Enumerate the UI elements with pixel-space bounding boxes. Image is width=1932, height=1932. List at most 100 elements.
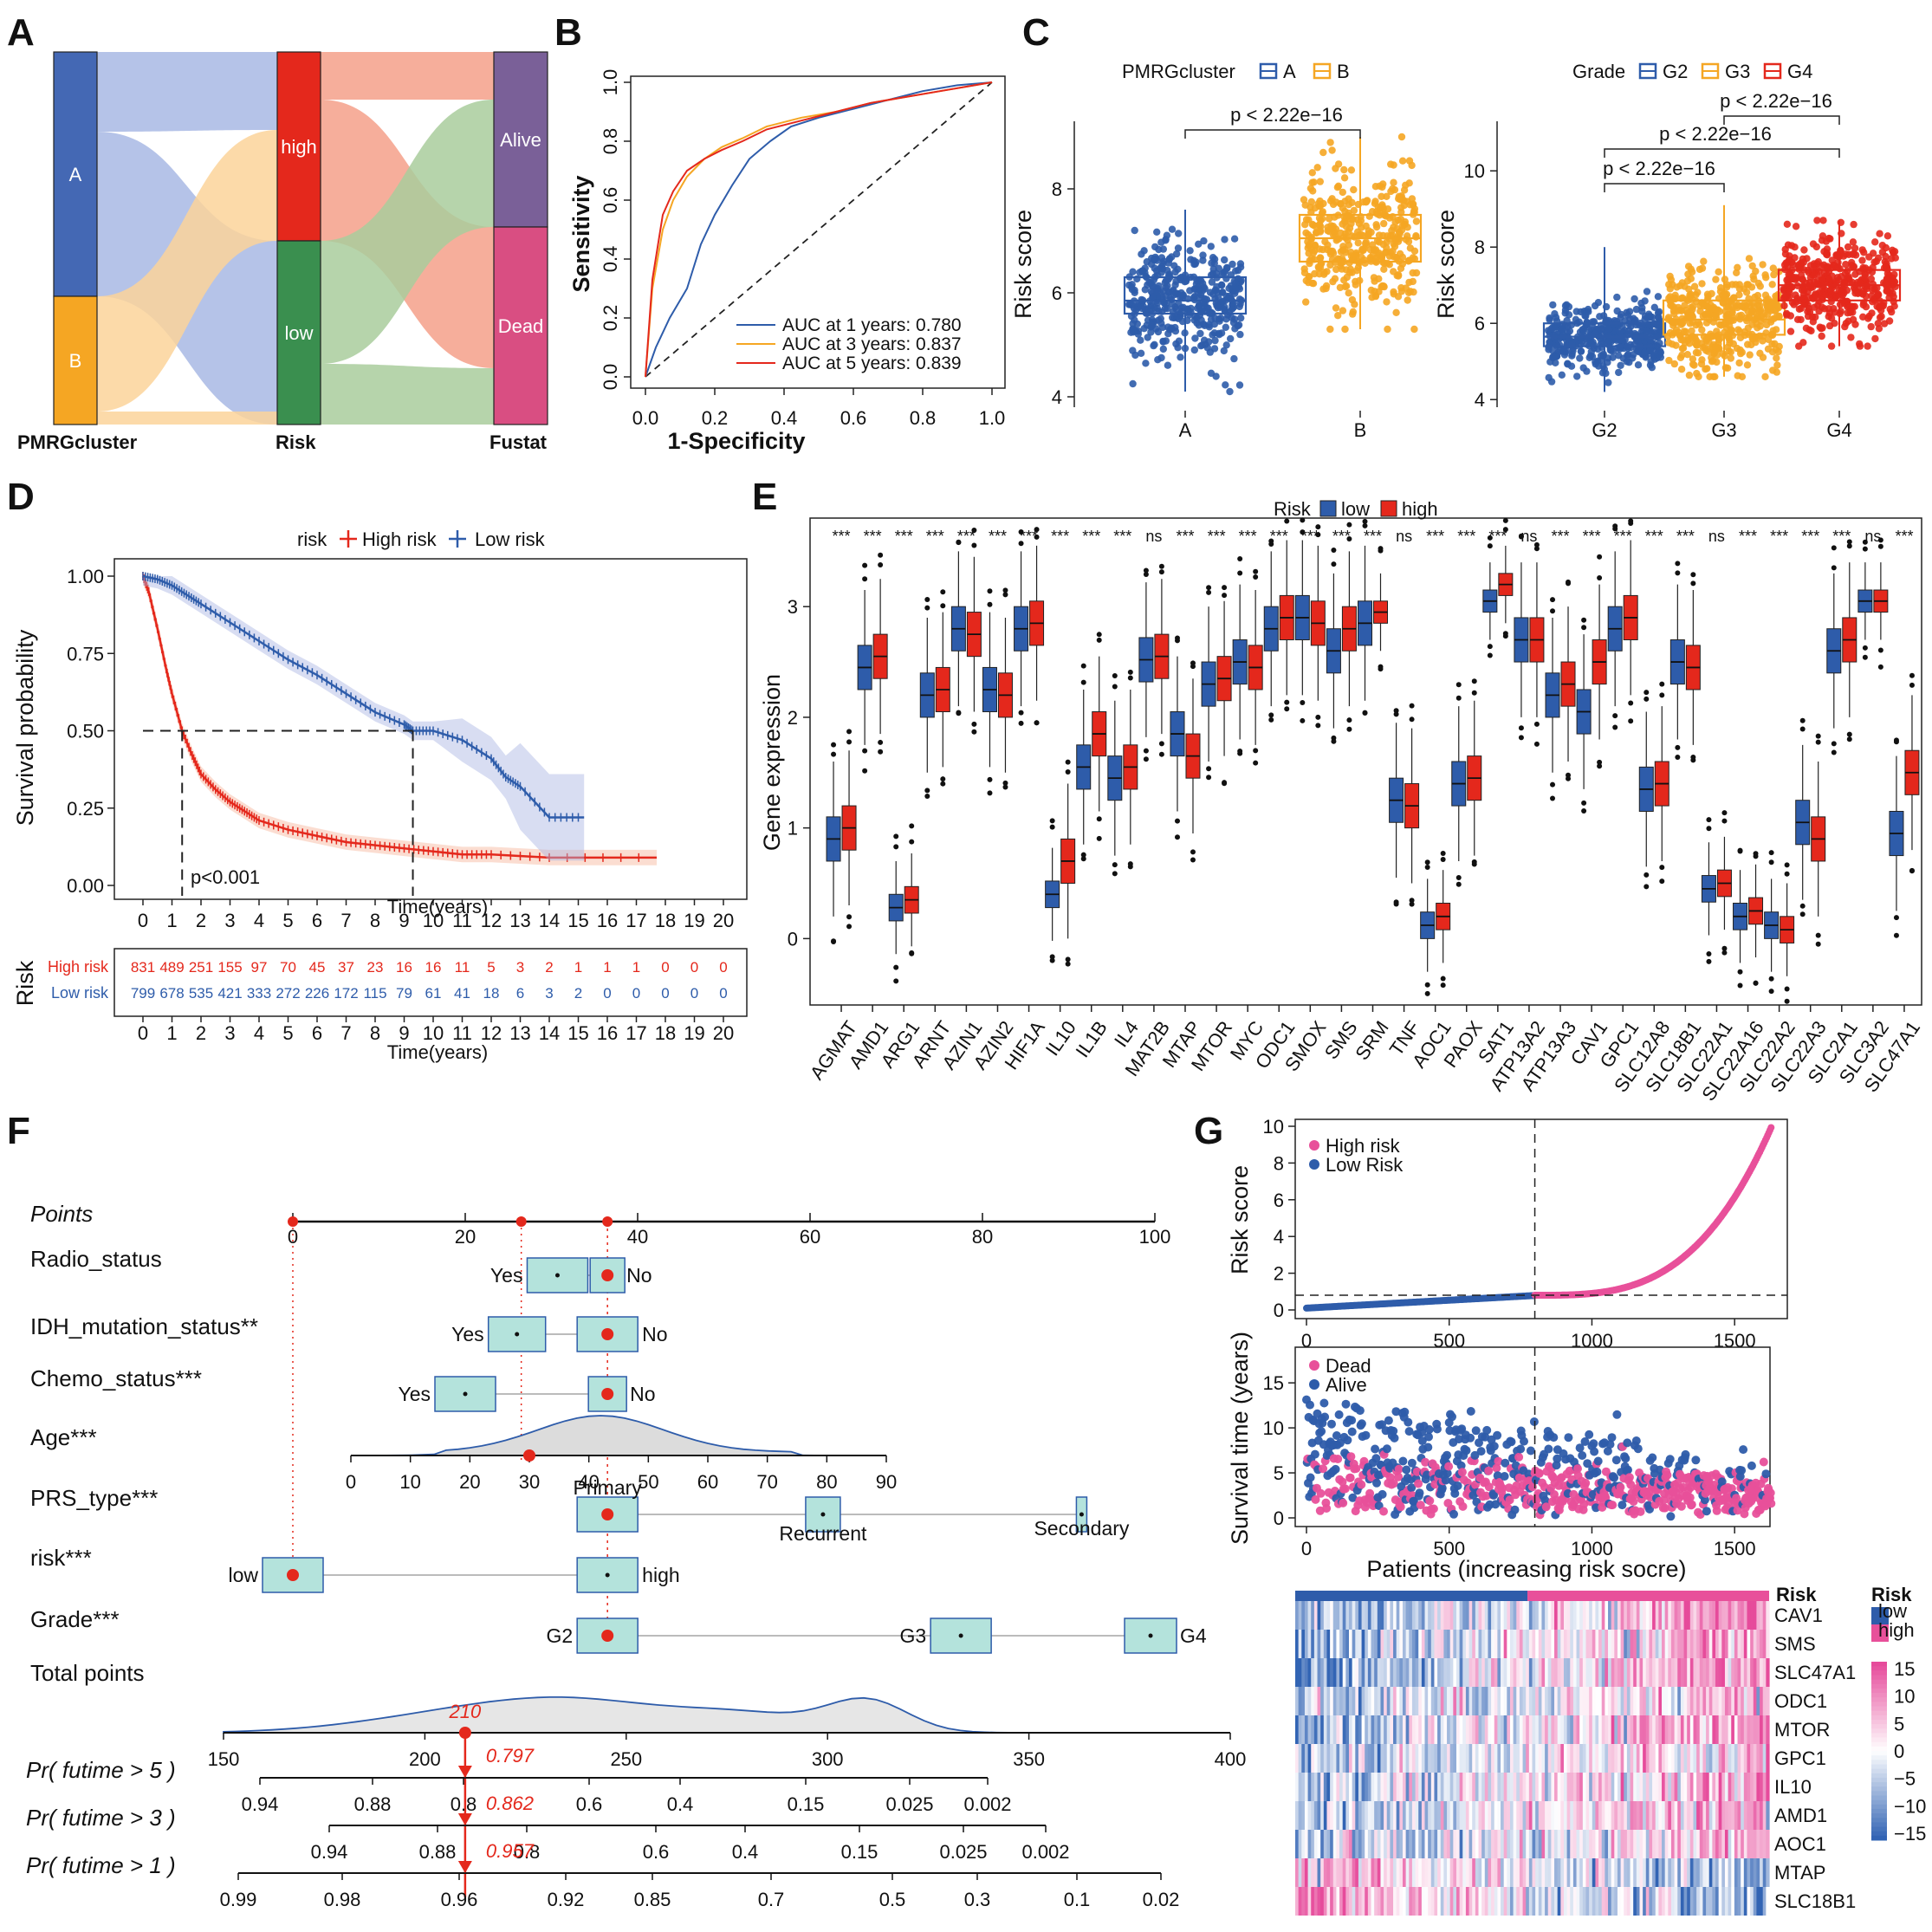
g-top-xtick-label: 1000 bbox=[1571, 1330, 1613, 1352]
box-point bbox=[1646, 347, 1655, 355]
box-point bbox=[1714, 306, 1722, 314]
heatmap-cell bbox=[1547, 1601, 1552, 1630]
box-point bbox=[1157, 263, 1165, 270]
box-legend-label: G2 bbox=[1663, 61, 1688, 82]
box-point bbox=[1643, 327, 1651, 335]
box-point bbox=[1128, 281, 1136, 289]
heatmap-cell bbox=[1608, 1601, 1612, 1630]
g-survival-point bbox=[1327, 1419, 1336, 1429]
box-point bbox=[1850, 250, 1858, 257]
heatmap-cell bbox=[1434, 1630, 1438, 1658]
expr-outlier bbox=[1706, 817, 1712, 823]
box-point bbox=[1632, 331, 1640, 339]
panel-letter-d: D bbox=[7, 476, 35, 518]
box-point bbox=[1404, 224, 1411, 231]
heatmap-cell bbox=[1532, 1630, 1536, 1658]
heatmap-cell bbox=[1617, 1601, 1622, 1630]
nomo-grade-dot bbox=[958, 1633, 963, 1638]
heatmap-cell bbox=[1639, 1630, 1643, 1658]
box-point bbox=[1597, 352, 1605, 360]
heatmap-cell bbox=[1554, 1601, 1559, 1630]
expr-outlier bbox=[1487, 644, 1493, 650]
expr-outlier bbox=[1846, 731, 1852, 737]
expr-gene-label: SRM bbox=[1351, 1017, 1393, 1064]
box-point bbox=[1875, 291, 1883, 299]
box-point bbox=[1769, 327, 1777, 334]
box-point bbox=[1702, 347, 1710, 354]
heatmap-cell bbox=[1576, 1601, 1580, 1630]
box-point bbox=[1129, 379, 1137, 388]
heatmap-cell bbox=[1478, 1630, 1482, 1658]
box-point bbox=[1154, 356, 1162, 364]
heatmap-cell bbox=[1481, 1601, 1486, 1630]
box-point bbox=[1754, 279, 1763, 288]
nomo-pr1-tick-label: 0.96 bbox=[441, 1889, 478, 1910]
box-point bbox=[1825, 313, 1832, 321]
box-point bbox=[1872, 257, 1880, 265]
nomo-grade-dot bbox=[1148, 1633, 1153, 1638]
expr-outlier bbox=[1331, 561, 1337, 567]
km-ytick-label: 0.50 bbox=[67, 721, 104, 742]
box-point bbox=[1341, 245, 1349, 254]
expr-outlier bbox=[987, 776, 993, 782]
heatmap-cell bbox=[1455, 1601, 1461, 1630]
g-survival-point bbox=[1747, 1461, 1756, 1470]
box-point bbox=[1410, 325, 1418, 334]
heatmap-cell bbox=[1747, 1601, 1751, 1630]
g-survival-point bbox=[1453, 1481, 1462, 1490]
expr-outlier bbox=[987, 601, 993, 607]
box-point bbox=[1394, 293, 1403, 301]
box-point bbox=[1792, 223, 1800, 230]
box-point bbox=[1631, 316, 1639, 324]
expr-outlier bbox=[971, 721, 977, 727]
heatmap-cell bbox=[1605, 1630, 1609, 1658]
expr-significance: *** bbox=[1583, 528, 1601, 545]
box-point bbox=[1567, 321, 1576, 329]
nomo-radio-level-label: Yes bbox=[490, 1264, 523, 1287]
box-point bbox=[1858, 256, 1866, 264]
heatmap-cell bbox=[1298, 1630, 1302, 1658]
expr-outlier bbox=[1550, 781, 1556, 788]
heatmap-cell bbox=[1541, 1601, 1546, 1630]
expr-outlier bbox=[1799, 911, 1806, 917]
box-point bbox=[1354, 239, 1362, 247]
risk-table-xtick-label: 14 bbox=[539, 1022, 560, 1044]
km-xtick-label: 18 bbox=[655, 910, 676, 931]
box-point bbox=[1754, 291, 1762, 300]
box-legend-title: Grade bbox=[1572, 61, 1625, 82]
expr-ylabel: Gene expression bbox=[759, 674, 785, 851]
box-point bbox=[1632, 305, 1641, 314]
expr-outlier bbox=[1096, 637, 1102, 643]
heatmap-cell bbox=[1418, 1601, 1423, 1630]
box-point bbox=[1162, 337, 1170, 345]
box-point bbox=[1306, 273, 1313, 281]
g-survival-point bbox=[1429, 1504, 1438, 1514]
box-point bbox=[1891, 254, 1899, 262]
g-survival-point bbox=[1761, 1469, 1771, 1479]
g-survival-point bbox=[1357, 1419, 1366, 1429]
nomo-total-tick-label: 400 bbox=[1215, 1748, 1247, 1770]
g-survival-point bbox=[1424, 1432, 1433, 1442]
heatmap-cell bbox=[1756, 1601, 1760, 1630]
box-point bbox=[1222, 315, 1230, 323]
g-survival-point bbox=[1608, 1501, 1618, 1510]
heatmap-cell bbox=[1358, 1630, 1363, 1658]
sankey-node-alive-label: Alive bbox=[500, 129, 541, 151]
box-point bbox=[1317, 217, 1325, 224]
expr-outlier bbox=[1909, 672, 1915, 678]
box-point bbox=[1198, 341, 1206, 349]
box-point bbox=[1604, 359, 1611, 366]
g-top-ytick-label: 2 bbox=[1274, 1263, 1284, 1285]
heatmap-cell bbox=[1384, 1630, 1388, 1658]
box-point bbox=[1575, 318, 1584, 326]
box-point bbox=[1700, 257, 1708, 265]
box-point bbox=[1345, 289, 1352, 297]
heatmap-cell bbox=[1488, 1601, 1492, 1630]
risk-table-cell: 79 bbox=[396, 985, 412, 1002]
heatmap-cell bbox=[1468, 1601, 1473, 1630]
nomo-chemo-level-label: No bbox=[630, 1383, 655, 1405]
heatmap-cell bbox=[1307, 1630, 1312, 1658]
g-survival-point bbox=[1432, 1424, 1442, 1434]
nomo-total-tick-label: 300 bbox=[812, 1748, 844, 1770]
risk-table-xtick-label: 16 bbox=[597, 1022, 618, 1044]
